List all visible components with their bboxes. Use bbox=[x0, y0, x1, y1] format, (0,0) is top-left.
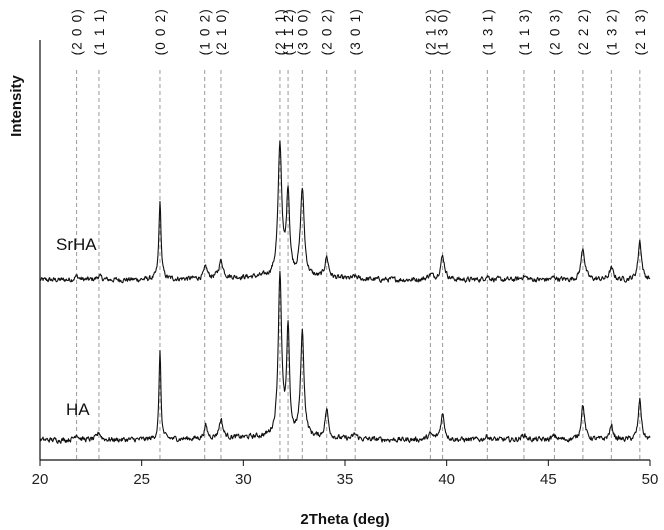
x-axis-ticks: 20 25 30 35 40 45 50 bbox=[32, 460, 659, 488]
peak-label: (2 0 0) bbox=[70, 8, 85, 55]
x-tick-label: 40 bbox=[438, 471, 455, 488]
series-line-srha bbox=[39, 140, 651, 284]
peak-label: (2 1 2) bbox=[423, 8, 438, 55]
peak-label: (1 0 2) bbox=[198, 8, 213, 55]
reference-lines bbox=[76, 70, 641, 460]
x-tick-label: 30 bbox=[235, 471, 252, 488]
series-label-srha: SrHA bbox=[56, 235, 97, 254]
peak-label: (2 0 3) bbox=[547, 8, 562, 55]
peak-label: (1 3 1) bbox=[480, 8, 495, 55]
peak-label: (2 2 2) bbox=[576, 8, 591, 55]
peak-labels: (2 0 0) (1 1 1) (0 0 2) (1 0 2) (2 1 0) (2 1 … bbox=[70, 8, 648, 55]
series-labels: SrHA HA bbox=[56, 235, 97, 419]
x-tick-label: 25 bbox=[133, 471, 150, 488]
peak-label: (1 1 3) bbox=[517, 8, 532, 55]
peak-label: (0 0 2) bbox=[153, 8, 168, 55]
series-line-ha bbox=[39, 270, 651, 444]
x-tick-label: 45 bbox=[540, 471, 557, 488]
peak-label: (2 0 2) bbox=[320, 8, 335, 55]
peak-label: (3 0 1) bbox=[348, 8, 363, 55]
peak-label: (2 1 3) bbox=[633, 8, 648, 55]
peak-label: (1 3 0) bbox=[436, 8, 451, 55]
x-tick-label: 35 bbox=[337, 471, 354, 488]
series-lines bbox=[39, 140, 651, 444]
x-axis-title: 2Theta (deg) bbox=[300, 511, 389, 528]
peak-label: (3 0 0) bbox=[295, 8, 310, 55]
peak-label: (1 1 2) bbox=[281, 8, 296, 55]
peak-label: (1 1 1) bbox=[92, 8, 107, 55]
x-tick-label: 50 bbox=[642, 471, 659, 488]
peak-label: (2 1 0) bbox=[214, 8, 229, 55]
y-axis-title: Intensity bbox=[8, 75, 25, 137]
series-label-ha: HA bbox=[66, 400, 90, 419]
peak-label: (2 1 1) bbox=[273, 8, 288, 55]
x-tick-label: 20 bbox=[32, 471, 49, 488]
peak-label: (1 3 2) bbox=[604, 8, 619, 55]
